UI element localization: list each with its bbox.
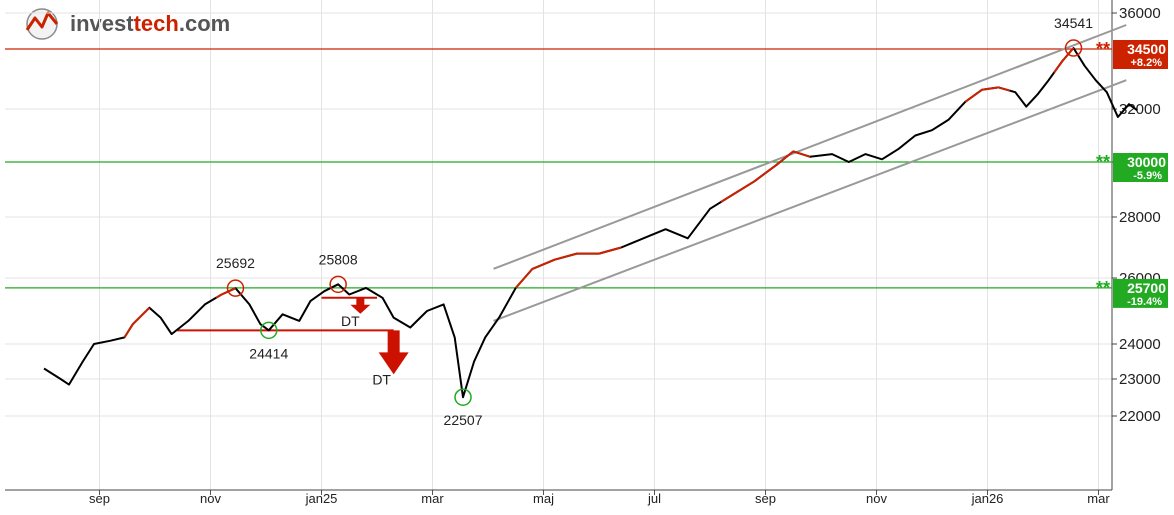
level-value: 30000 [1127,154,1166,170]
x-tick-label: maj [533,491,554,506]
price-line-up-segment [964,86,1010,103]
dt-arrow-large [378,330,409,375]
dt-label: DT [341,313,360,329]
x-axis: sep nov jan25 mar maj jul sep nov jan26 mar [5,489,1112,506]
max-marker [329,275,347,294]
logo-tech: tech [134,11,179,36]
max-label: 34541 [1054,15,1093,31]
x-tick-label: jul [647,491,661,506]
x-tick-label: sep [89,491,110,506]
price-line-up-segment [215,287,236,299]
level-percent: +8.2% [1131,57,1163,69]
max-marker [1064,39,1083,57]
max-marker [226,279,245,297]
min-marker [454,388,472,406]
min-label: 22507 [444,412,483,428]
logo-icon [25,8,59,40]
x-tick-label: mar [421,491,444,506]
x-tick-label: jan25 [305,491,338,506]
price-line-up-segment [720,150,811,203]
level-star: ** [1096,278,1110,298]
dt-label: DT [372,371,391,387]
max-label: 25692 [216,255,255,271]
level-badge [1113,40,1168,69]
price-line-up-segment [123,306,151,338]
trend-channel-line [493,79,1127,322]
x-tick-label: jan26 [971,491,1004,506]
y-tick-label: 24000 [1119,336,1161,353]
extreme-markers: 25692 24414 25808 22507 34541 [216,15,1093,428]
y-tick-label: 28000 [1119,209,1161,226]
level-badge [1113,278,1168,308]
level-badge [1113,153,1168,182]
svg-text:investtech.com: investtech.com [70,11,230,36]
price-line-up-segment [1053,47,1075,74]
price-line-up-segment [515,246,622,289]
level-star: ** [1096,152,1110,172]
price-series [43,47,1138,399]
y-axis: 2200023000240002600028000300003200036000 [1111,0,1161,490]
min-marker [260,321,278,340]
x-tick-label: mar [1087,491,1110,506]
min-label: 24414 [249,345,288,361]
x-tick-label: sep [755,491,776,506]
level-badges: ** 34500+8.2% ** 30000-5.9% ** 25700-19.4% [1096,39,1168,308]
price-line [43,47,1138,399]
logo-invest: invest [70,11,134,36]
grid-lines [5,0,1112,490]
max-label: 25808 [319,251,358,267]
dt-arrow-small [350,297,371,314]
level-percent: -19.4% [1127,296,1162,308]
y-tick-label: 22000 [1119,408,1161,425]
level-value: 34500 [1127,41,1166,57]
investtech-logo[interactable]: investtech.com [25,8,230,40]
y-tick-label: 23000 [1119,371,1161,388]
x-tick-label: nov [200,491,221,506]
y-tick-label: 36000 [1119,5,1161,22]
trend-overlays: DT DT [5,24,1127,387]
trend-channel-line [493,24,1127,270]
x-tick-label: nov [866,491,887,506]
level-star: ** [1096,39,1110,59]
level-value: 25700 [1127,280,1166,296]
logo-com: .com [179,11,230,36]
level-percent: -5.9% [1133,170,1162,182]
